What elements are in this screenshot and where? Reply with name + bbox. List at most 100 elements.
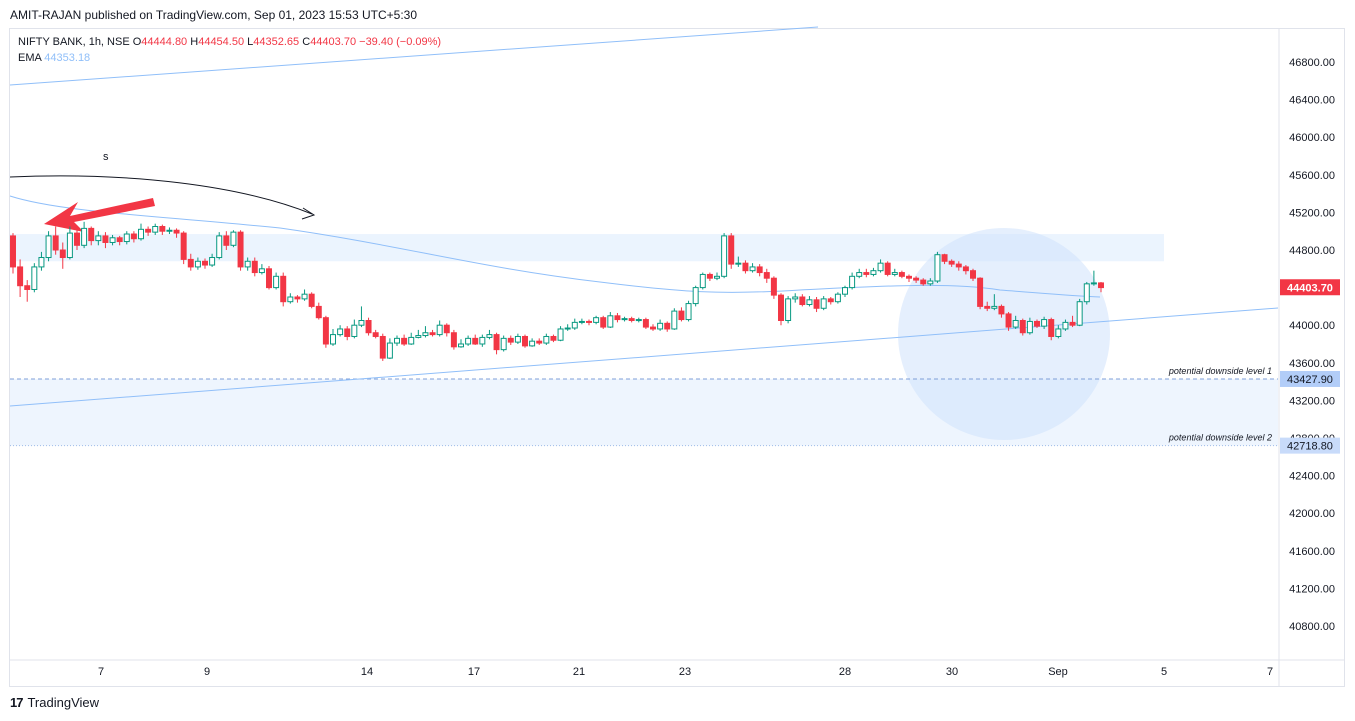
time-tick-label: 5 (1161, 666, 1167, 678)
candle-body (586, 320, 592, 323)
price-tick-label: 46400.00 (1289, 95, 1335, 107)
candle-body (322, 317, 329, 345)
candle-body (685, 303, 692, 321)
candle-body (934, 254, 941, 282)
candle-body (130, 233, 137, 240)
candle-body (38, 257, 45, 268)
candle-body (991, 305, 998, 309)
candle-body (216, 235, 223, 259)
candle-body (66, 232, 73, 259)
candle-body (180, 232, 187, 260)
candle-body (344, 328, 351, 337)
candle-body (749, 266, 756, 272)
candle-body (237, 231, 244, 268)
price-tick-label: 45600.00 (1289, 170, 1335, 182)
candle-body (913, 277, 920, 281)
candle-body (173, 229, 180, 234)
candle-body (415, 335, 422, 338)
candle-body (194, 260, 201, 268)
candle-body (628, 318, 635, 321)
candle-body (735, 262, 742, 265)
candle-body (394, 337, 400, 344)
candle-body (1034, 320, 1040, 327)
candle-body (1041, 319, 1048, 327)
candle-body (24, 285, 31, 290)
candle-body (671, 310, 678, 330)
candle-body (280, 275, 287, 303)
tradingview-logo-icon: 17 (10, 695, 24, 710)
candle-body (166, 229, 173, 232)
change-value: −39.40 (−0.09%) (359, 36, 442, 48)
candle-body (600, 317, 607, 328)
time-tick-label: 23 (679, 666, 691, 678)
time-tick-label: 21 (573, 666, 585, 678)
candle-body (251, 260, 258, 274)
open-value: 44444.80 (141, 36, 188, 48)
candle-body (799, 296, 806, 306)
ema-row: EMA 44353.18 (18, 50, 441, 66)
price-tick-label: 42400.00 (1289, 471, 1335, 483)
candle-body (436, 324, 443, 336)
candle-body (202, 260, 208, 266)
candle-body (970, 270, 976, 279)
candle-body (593, 317, 600, 323)
level-price-label: 42718.80 (1287, 441, 1333, 453)
candle-body (123, 233, 130, 243)
candle-body (294, 296, 301, 300)
candle-body (1055, 328, 1062, 337)
candle-body (102, 235, 109, 243)
candle-body (706, 273, 713, 279)
candle-body (479, 336, 486, 345)
low-value: 44352.65 (253, 36, 300, 48)
candle-body (209, 257, 216, 266)
candle-body (386, 342, 393, 359)
candle-body (756, 266, 763, 274)
candle-body (849, 275, 856, 289)
candle-body (742, 262, 749, 272)
ema-value: 44353.18 (44, 52, 91, 64)
candle-body (1076, 301, 1083, 326)
candle-body (287, 296, 294, 303)
candle-body (152, 226, 159, 233)
candle-body (564, 327, 571, 330)
candle-body (109, 237, 116, 243)
candle-body (1069, 321, 1076, 326)
candle-body (728, 235, 735, 265)
price-tick-label: 42000.00 (1289, 508, 1335, 520)
candle-body (1083, 283, 1090, 303)
candle-body (301, 293, 308, 300)
candle-body (678, 310, 685, 321)
candle-body (522, 335, 528, 347)
candle-body (870, 270, 877, 275)
candle-body (486, 334, 493, 338)
candle-body (465, 337, 472, 345)
published-info: AMIT-RAJAN published on TradingView.com,… (10, 8, 418, 22)
price-tick-label: 46800.00 (1289, 57, 1335, 69)
time-tick-label: 28 (839, 666, 851, 678)
candle-body (1098, 282, 1104, 289)
candle-body (315, 305, 322, 319)
candle-body (571, 321, 578, 329)
candle-body (1012, 320, 1019, 328)
candle-body (891, 272, 898, 275)
candle-body (10, 235, 16, 268)
level-price-tag (1280, 437, 1340, 454)
candle-body (898, 272, 905, 277)
candle-body (578, 320, 585, 323)
candle-body (977, 277, 984, 307)
candle-body (820, 298, 827, 309)
candle-body (1019, 320, 1026, 334)
candle-body (692, 287, 699, 305)
ohlc-row: NIFTY BANK, 1h, NSE O44444.80 H44454.50 … (18, 36, 442, 48)
candle-body (500, 337, 507, 351)
candle-body (81, 227, 88, 246)
price-tick-label: 41600.00 (1289, 546, 1335, 558)
candle-body (422, 332, 429, 337)
candle-body (856, 272, 863, 277)
candle-body (1090, 282, 1097, 285)
candle-body (927, 280, 934, 285)
chart-frame (9, 28, 1345, 687)
candle-body (664, 322, 671, 330)
price-tick-label: 45200.00 (1289, 207, 1335, 219)
